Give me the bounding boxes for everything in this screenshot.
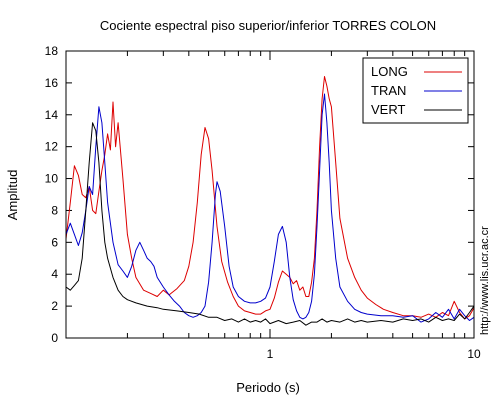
y-tick-label: 16 [45, 76, 59, 90]
legend-label-tran: TRAN [371, 83, 406, 98]
x-tick-label: 1 [267, 347, 274, 361]
y-tick-label: 4 [51, 267, 58, 281]
y-tick-label: 10 [45, 172, 59, 186]
series-line-long [65, 76, 475, 320]
y-tick-label: 12 [45, 140, 59, 154]
series-line-tran [65, 93, 475, 323]
y-tick-label: 0 [51, 331, 58, 345]
series-lines [65, 76, 475, 326]
y-tick-label: 8 [51, 203, 58, 217]
source-url: http://www.lis.ucr.ac.cr [479, 226, 491, 335]
y-tick-label: 18 [45, 44, 59, 58]
series-line-vert [65, 122, 475, 326]
chart-legend: LONG TRAN VERT [362, 57, 469, 124]
legend-label-vert: VERT [371, 102, 405, 117]
y-axis-label: Amplitud [5, 170, 20, 221]
chart-title: Cociente espectral piso superior/inferio… [100, 18, 436, 33]
y-tick-label: 6 [51, 235, 58, 249]
y-tick-label: 14 [45, 108, 59, 122]
y-axis-ticks: 0 2 4 6 8 10 12 14 16 18 [45, 44, 474, 345]
y-tick-label: 2 [51, 299, 58, 313]
plot-frame [65, 50, 475, 339]
x-tick-label: 10 [467, 347, 481, 361]
x-axis-label: Periodo (s) [236, 380, 300, 395]
legend-label-long: LONG [371, 64, 408, 79]
